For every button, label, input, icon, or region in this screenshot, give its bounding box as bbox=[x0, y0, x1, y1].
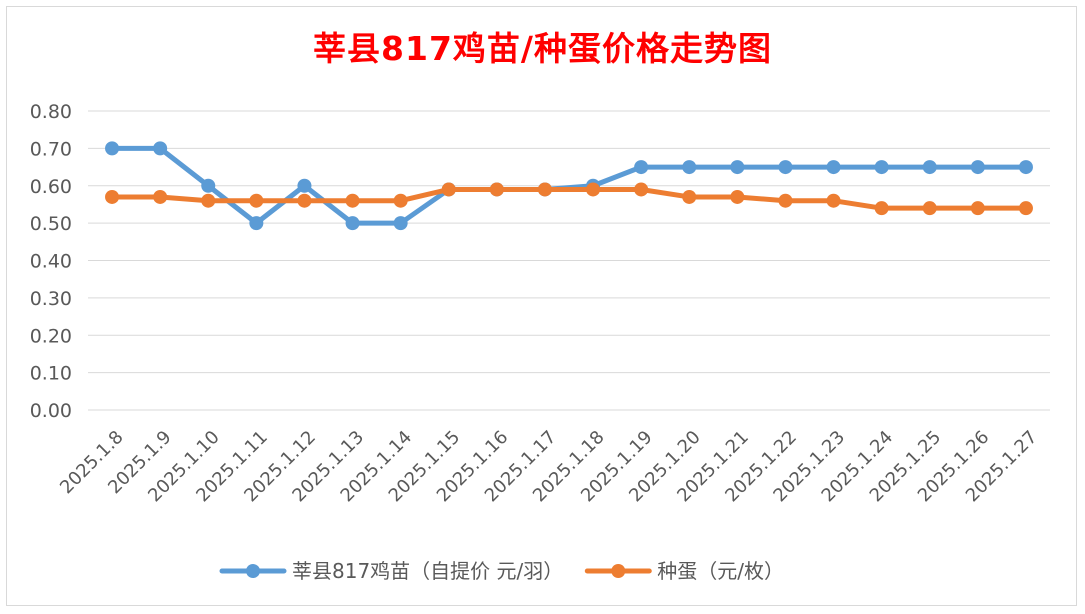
series-2-point bbox=[1018, 201, 1033, 216]
series-2-point bbox=[922, 201, 937, 216]
series-1-point bbox=[922, 160, 937, 175]
series-2-point bbox=[826, 193, 841, 208]
series-2-point bbox=[682, 189, 697, 204]
series-2-point bbox=[537, 182, 552, 197]
series-1-point bbox=[874, 160, 889, 175]
series-2-point bbox=[489, 182, 504, 197]
series-2-point bbox=[778, 193, 793, 208]
series-1-point bbox=[345, 216, 360, 231]
y-tick-label: 0.60 bbox=[30, 176, 72, 198]
legend-label-2: 种蛋（元/枚） bbox=[657, 559, 784, 583]
series-line-2 bbox=[109, 186, 1029, 211]
series-1-point bbox=[249, 216, 264, 231]
series-1-point bbox=[682, 160, 697, 175]
y-tick-label: 0.30 bbox=[30, 288, 72, 310]
y-tick-label: 0.40 bbox=[30, 251, 72, 273]
series-2-point bbox=[874, 201, 889, 216]
y-tick-label: 0.80 bbox=[30, 101, 72, 123]
legend-label-1: 莘县817鸡苗（自提价 元/羽） bbox=[292, 559, 563, 583]
y-tick-label: 0.20 bbox=[30, 325, 72, 347]
series-2-point bbox=[201, 193, 216, 208]
series-2-point bbox=[970, 201, 985, 216]
series-2-point bbox=[730, 189, 745, 204]
series-2-point bbox=[586, 182, 601, 197]
series-2-point bbox=[297, 193, 312, 208]
y-tick-label: 0.10 bbox=[30, 363, 72, 385]
series-2-point bbox=[153, 189, 168, 204]
series-2-point bbox=[634, 182, 649, 197]
legend-marker-2 bbox=[611, 564, 626, 578]
series-1-point bbox=[730, 160, 745, 175]
series-1-point bbox=[970, 160, 985, 175]
series-2-point bbox=[105, 189, 120, 204]
series-2-point bbox=[345, 193, 360, 208]
series-1-point bbox=[778, 160, 793, 175]
series-2-point bbox=[393, 193, 408, 208]
y-tick-label: 0.70 bbox=[30, 138, 72, 160]
series-1-point bbox=[393, 216, 408, 231]
series-2-point bbox=[441, 182, 456, 197]
legend-marker-1 bbox=[246, 564, 260, 578]
series-1-point bbox=[1018, 160, 1033, 175]
series-1-point bbox=[201, 178, 216, 193]
series-1-point bbox=[153, 141, 168, 156]
y-tick-label: 0.00 bbox=[30, 400, 72, 422]
series-2-point bbox=[249, 193, 264, 208]
series-1-point bbox=[826, 160, 841, 175]
series-1-point bbox=[634, 160, 649, 175]
y-tick-label: 0.50 bbox=[30, 213, 72, 235]
chart-frame bbox=[6, 6, 1077, 606]
series-1-point bbox=[297, 178, 312, 193]
series-1-point bbox=[105, 141, 120, 156]
chart-title: 莘县817鸡苗/种蛋价格走势图 bbox=[313, 29, 772, 68]
